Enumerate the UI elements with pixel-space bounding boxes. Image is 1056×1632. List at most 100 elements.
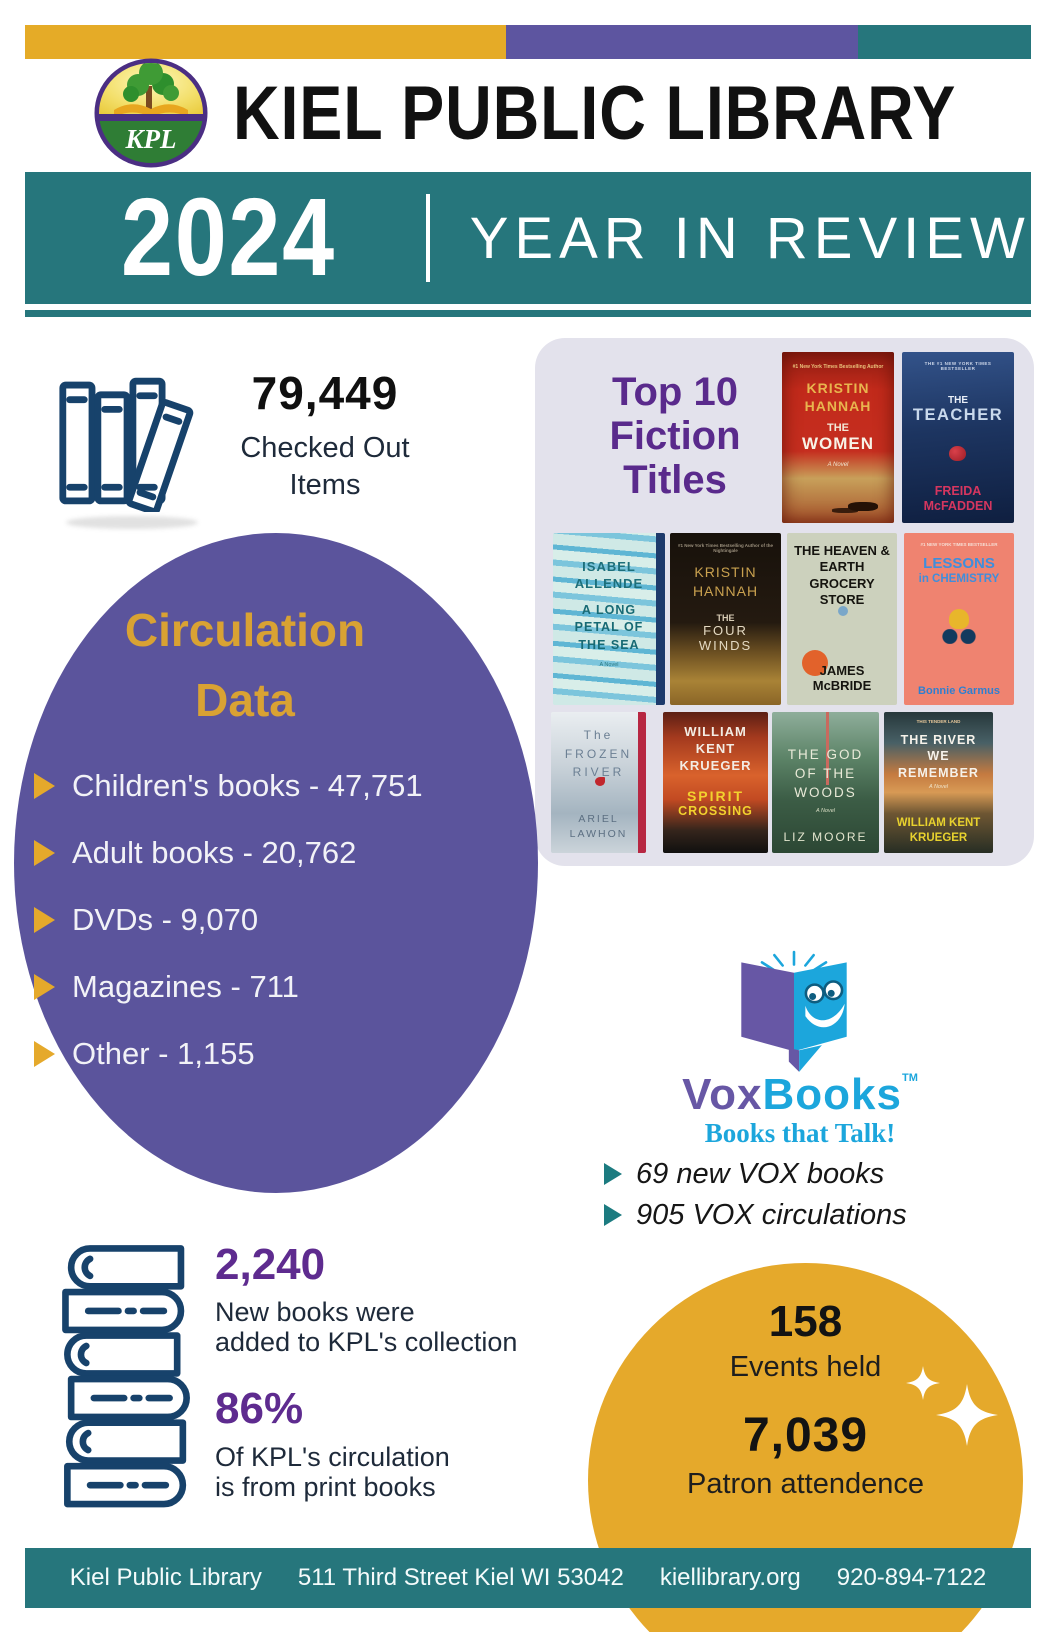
new-books-description: New books were added to KPL's collection <box>215 1297 517 1357</box>
book-title: THE <box>716 612 735 623</box>
book-stack-icon <box>62 1245 190 1508</box>
library-name: KIEL PUBLIC LIBRARY <box>233 60 1056 166</box>
banner-year: 2024 <box>121 176 336 299</box>
book-title: WOMEN <box>801 434 875 454</box>
book-author: KRISTIN HANNAH <box>692 564 759 599</box>
book-author: LIZ MOORE <box>783 830 868 844</box>
new-books-line2: added to KPL's collection <box>215 1327 518 1358</box>
kpl-logo-icon: KPL <box>94 58 208 168</box>
book-author: WILLIAM KENT KRUEGER <box>679 724 752 773</box>
top-stripe <box>25 25 1031 59</box>
triangle-bullet-icon <box>34 839 55 866</box>
book-cover-heaven-and-earth-grocery-store: THE HEAVEN & EARTH GROCERY STORE JAMES M… <box>787 533 897 705</box>
voxbooks-stat-text: 69 new VOX books <box>636 1157 885 1190</box>
voxbooks-wordmark: VoxBooksTM <box>650 1070 950 1120</box>
book-author: ISABEL ALLENDE <box>574 559 644 591</box>
stripe-purple-segment <box>506 25 858 59</box>
triangle-bullet-icon <box>604 1163 622 1185</box>
logo-monogram: KPL <box>125 124 177 154</box>
footer-address: 511 Third Street Kiel WI 53042 <box>297 1564 624 1591</box>
print-line2: is from print books <box>215 1472 436 1503</box>
book-title: THE <box>827 422 849 435</box>
book-author: ARIEL LAWHON <box>569 812 628 841</box>
footer-website: kiellibrary.org <box>659 1564 801 1591</box>
book-title: THE RIVER WE REMEMBER <box>898 733 979 780</box>
stripe-gold-segment <box>25 25 506 59</box>
circulation-item-text: Other - 1,155 <box>72 1035 255 1071</box>
book-note: A Novel <box>928 783 949 790</box>
sparkle-icon <box>936 1384 998 1446</box>
book-top-line: #1 New York Times Bestselling Author <box>792 364 884 370</box>
voxbooks-stat: 69 new VOX books <box>604 1158 907 1190</box>
voxbooks-wordmark-books: Books <box>762 1070 903 1119</box>
checked-out-label: Checked Out Items <box>240 432 410 502</box>
book-title: LESSONS <box>923 555 995 572</box>
events-label: Events held <box>729 1351 882 1383</box>
voxbooks-logo-icon <box>741 950 847 1072</box>
book-cover-the-teacher: THE #1 NEW YORK TIMES BESTSELLER THE TEA… <box>902 352 1014 523</box>
trademark-symbol: TM <box>902 1072 918 1084</box>
sparkle-icon <box>906 1366 940 1400</box>
circulation-item-text: Magazines - 711 <box>72 968 299 1004</box>
circulation-item: Other - 1,155 <box>34 1035 423 1071</box>
book-author: FREIDA McFADDEN <box>923 484 993 513</box>
banner-title: YEAR IN REVIEW <box>469 205 1031 271</box>
voxbooks-stat: 905 VOX circulations <box>604 1199 907 1231</box>
stripe-teal-segment <box>858 25 1031 59</box>
books-icon <box>59 377 194 512</box>
footer-bar: Kiel Public Library 511 Third Street Kie… <box>25 1548 1031 1608</box>
voxbooks-tagline: Books that Talk! <box>704 1118 896 1148</box>
triangle-bullet-icon <box>34 772 55 799</box>
book-cover-lessons-in-chemistry: #1 NEW YORK TIMES BESTSELLER LESSONS in … <box>904 533 1014 705</box>
book-note: A Novel <box>827 462 849 469</box>
book-title: THE HEAVEN & EARTH GROCERY STORE <box>794 543 890 607</box>
book-title: A LONG PETAL OF THE SEA <box>574 602 644 652</box>
triangle-bullet-icon <box>34 973 55 1000</box>
attendance-label: Patron attendence <box>686 1468 924 1500</box>
year-banner: 2024 YEAR IN REVIEW <box>25 172 1031 304</box>
library-name-text: KIEL PUBLIC LIBRARY <box>233 70 957 156</box>
top10-heading: Top 10 Fiction Titles <box>609 370 741 502</box>
circulation-item: DVDs - 9,070 <box>34 901 423 937</box>
circulation-item-text: Children's books - 47,751 <box>72 767 423 803</box>
triangle-bullet-icon <box>34 906 55 933</box>
book-title: TEACHER <box>912 406 1004 424</box>
book-author: KRISTIN HANNAH <box>804 380 872 415</box>
book-top-line: #1 New York Times Bestselling Author of … <box>677 543 774 553</box>
circulation-item-text: DVDs - 9,070 <box>72 901 259 937</box>
book-top-line: THE #1 NEW YORK TIMES BESTSELLER <box>924 361 992 371</box>
book-top-line: THIS TENDER LAND <box>916 719 961 724</box>
events-value: 158 <box>768 1297 843 1346</box>
book-cover-the-god-of-the-woods: THE GOD OF THE WOODS A Novel LIZ MOORE <box>772 712 879 853</box>
book-cover-the-women: #1 New York Times Bestselling Author KRI… <box>782 352 894 523</box>
voxbooks-stats: 69 new VOX books 905 VOX circulations <box>604 1158 907 1240</box>
book-note: A Novel <box>599 662 619 669</box>
circulation-item: Children's books - 47,751 <box>34 767 423 803</box>
new-books-line1: New books were <box>215 1297 415 1327</box>
circulation-item: Adult books - 20,762 <box>34 834 423 870</box>
circulation-circle <box>14 533 538 1193</box>
book-cover-the-frozen-river: The FROZEN RIVER ARIEL LAWHON <box>551 712 646 853</box>
book-title: in CHEMISTRY <box>918 573 1000 585</box>
print-line1: Of KPL's circulation <box>215 1442 450 1472</box>
circulation-item-text: Adult books - 20,762 <box>72 834 357 870</box>
book-note: A Novel <box>815 807 836 814</box>
book-cover-a-long-petal-of-the-sea: ISABEL ALLENDE A LONG PETAL OF THE SEA A… <box>553 533 665 705</box>
book-top-line: #1 NEW YORK TIMES BESTSELLER <box>920 542 998 547</box>
triangle-bullet-icon <box>34 1040 55 1067</box>
attendance-value: 7,039 <box>742 1409 869 1462</box>
banner-accent-strip <box>25 310 1031 317</box>
voxbooks-wordmark-vox: Vox <box>682 1070 763 1119</box>
book-cover-spirit-crossing: WILLIAM KENT KRUEGER SPIRIT CROSSING <box>663 712 768 853</box>
footer-library-name: Kiel Public Library <box>69 1564 262 1591</box>
book-cover-the-four-winds: #1 New York Times Bestselling Author of … <box>670 533 781 705</box>
circulation-list: Children's books - 47,751 Adult books - … <box>34 767 423 1105</box>
banner-divider <box>425 194 430 282</box>
book-author: WILLIAM KENT KRUEGER <box>896 817 981 845</box>
print-percentage-value: 86% <box>215 1384 304 1433</box>
book-title: The FROZEN RIVER <box>564 728 633 780</box>
voxbooks-stat-text: 905 VOX circulations <box>636 1198 907 1231</box>
circulation-heading: Circulation Data <box>124 604 366 726</box>
triangle-bullet-icon <box>604 1204 622 1226</box>
book-cover-the-river-we-remember: THIS TENDER LAND THE RIVER WE REMEMBER A… <box>884 712 993 853</box>
